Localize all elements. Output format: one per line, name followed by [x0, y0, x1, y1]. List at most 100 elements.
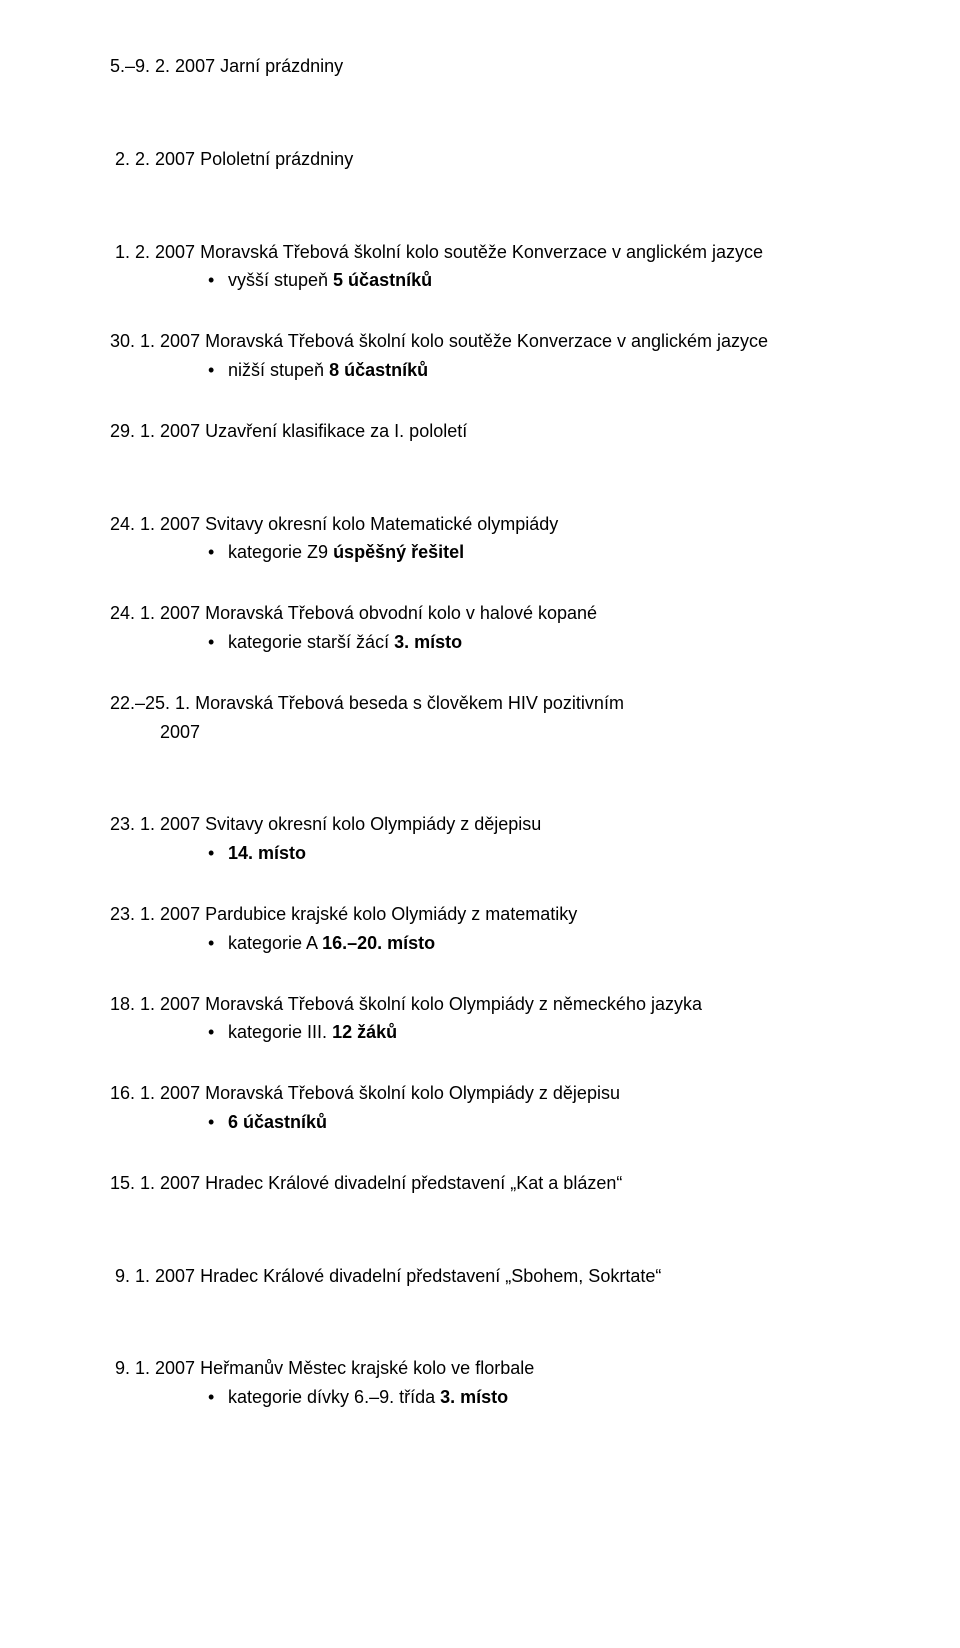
entry-title: Moravská Třebová školní kolo soutěže Kon… [205, 331, 768, 351]
vertical-gap [110, 886, 850, 900]
entry-date: 5.–9. 2. 2007 [110, 56, 215, 76]
entry-date: 22.–25. 1. [110, 693, 190, 713]
entry-title: Svitavy okresní kolo Matematické olympiá… [205, 514, 558, 534]
entry-date: 9. 1. 2007 [110, 1358, 195, 1378]
bullet-item: 14. místo [110, 839, 850, 868]
bullet-bold-text: 8 účastníků [329, 360, 428, 380]
entry: 16. 1. 2007 Moravská Třebová školní kolo… [110, 1079, 850, 1137]
bullet-plain-text: vyšší stupeň [228, 270, 333, 290]
vertical-gap [110, 99, 850, 145]
vertical-gap [110, 976, 850, 990]
entry: 24. 1. 2007 Svitavy okresní kolo Matemat… [110, 510, 850, 568]
vertical-gap [110, 1216, 850, 1262]
entry: 1. 2. 2007 Moravská Třebová školní kolo … [110, 238, 850, 296]
entry-date: 30. 1. 2007 [110, 331, 200, 351]
vertical-gap [110, 1308, 850, 1354]
bullet-plain-text: kategorie starší žácí [228, 632, 394, 652]
entry-date-line2: 2007 [110, 718, 850, 747]
entry: 5.–9. 2. 2007 Jarní prázdniny [110, 52, 850, 81]
bullet-bold-text: 5 účastníků [333, 270, 432, 290]
vertical-gap [110, 1065, 850, 1079]
entry-heading: 16. 1. 2007 Moravská Třebová školní kolo… [110, 1079, 850, 1108]
entry-heading: 5.–9. 2. 2007 Jarní prázdniny [110, 52, 850, 81]
entry-date-cont: 2007 [160, 722, 200, 742]
vertical-gap [110, 313, 850, 327]
bullet-bold-text: úspěšný řešitel [333, 542, 464, 562]
entry-date: 23. 1. 2007 [110, 814, 200, 834]
entry-heading: 23. 1. 2007 Svitavy okresní kolo Olympiá… [110, 810, 850, 839]
vertical-gap [110, 1155, 850, 1169]
bullet-item: kategorie starší žácí 3. místo [110, 628, 850, 657]
vertical-gap [110, 464, 850, 510]
bullet-item: kategorie Z9 úspěšný řešitel [110, 538, 850, 567]
entry-title: Moravská Třebová beseda s člověkem HIV p… [195, 693, 624, 713]
vertical-gap [110, 192, 850, 238]
entry-title: Svitavy okresní kolo Olympiády z dějepis… [205, 814, 541, 834]
entry-heading: 15. 1. 2007 Hradec Králové divadelní pře… [110, 1169, 850, 1198]
entry-date: 1. 2. 2007 [110, 242, 195, 262]
entry: 23. 1. 2007 Pardubice krajské kolo Olymi… [110, 900, 850, 958]
entry-title: Hradec Králové divadelní představení „Sb… [200, 1266, 661, 1286]
entry: 9. 1. 2007 Hradec Králové divadelní před… [110, 1262, 850, 1291]
vertical-gap [110, 585, 850, 599]
entry-title: Pololetní prázdniny [200, 149, 353, 169]
entry-date: 16. 1. 2007 [110, 1083, 200, 1103]
entry-heading: 29. 1. 2007 Uzavření klasifikace za I. p… [110, 417, 850, 446]
entry-title: Jarní prázdniny [220, 56, 343, 76]
entry-title: Heřmanův Městec krajské kolo ve florbale [200, 1358, 534, 1378]
bullet-plain-text: kategorie III. [228, 1022, 332, 1042]
bullet-item: kategorie A 16.–20. místo [110, 929, 850, 958]
entry: 24. 1. 2007 Moravská Třebová obvodní kol… [110, 599, 850, 657]
bullet-item: vyšší stupeň 5 účastníků [110, 266, 850, 295]
bullet-bold-text: 12 žáků [332, 1022, 397, 1042]
entry-title: Moravská Třebová školní kolo Olympiády z… [205, 994, 702, 1014]
bullet-plain-text: kategorie Z9 [228, 542, 333, 562]
bullet-bold-text: 16.–20. místo [322, 933, 435, 953]
entry: 2. 2. 2007 Pololetní prázdniny [110, 145, 850, 174]
entry-heading: 9. 1. 2007 Hradec Králové divadelní před… [110, 1262, 850, 1291]
entry-date: 2. 2. 2007 [110, 149, 195, 169]
document-root: 5.–9. 2. 2007 Jarní prázdniny 2. 2. 2007… [110, 52, 850, 1412]
entry-heading: 9. 1. 2007 Heřmanův Městec krajské kolo … [110, 1354, 850, 1383]
entry-title: Moravská Třebová obvodní kolo v halové k… [205, 603, 597, 623]
entry-heading: 1. 2. 2007 Moravská Třebová školní kolo … [110, 238, 850, 267]
bullet-plain-text: kategorie dívky 6.–9. třída [228, 1387, 440, 1407]
bullet-bold-text: 6 účastníků [228, 1112, 327, 1132]
entry-heading: 24. 1. 2007 Svitavy okresní kolo Matemat… [110, 510, 850, 539]
bullet-bold-text: 3. místo [440, 1387, 508, 1407]
bullet-item: kategorie dívky 6.–9. třída 3. místo [110, 1383, 850, 1412]
entry: 30. 1. 2007 Moravská Třebová školní kolo… [110, 327, 850, 385]
entry-heading: 2. 2. 2007 Pololetní prázdniny [110, 145, 850, 174]
vertical-gap [110, 403, 850, 417]
vertical-gap [110, 764, 850, 810]
entry-title: Uzavření klasifikace za I. pololetí [205, 421, 467, 441]
entry-date: 9. 1. 2007 [110, 1266, 195, 1286]
bullet-bold-text: 14. místo [228, 843, 306, 863]
entry-heading: 18. 1. 2007 Moravská Třebová školní kolo… [110, 990, 850, 1019]
entry-date: 15. 1. 2007 [110, 1173, 200, 1193]
entry: 23. 1. 2007 Svitavy okresní kolo Olympiá… [110, 810, 850, 868]
entry: 15. 1. 2007 Hradec Králové divadelní pře… [110, 1169, 850, 1198]
bullet-plain-text: kategorie A [228, 933, 322, 953]
entry-heading: 24. 1. 2007 Moravská Třebová obvodní kol… [110, 599, 850, 628]
entry-date: 23. 1. 2007 [110, 904, 200, 924]
entry-title: Moravská Třebová školní kolo Olympiády z… [205, 1083, 620, 1103]
entry-title: Moravská Třebová školní kolo soutěže Kon… [200, 242, 763, 262]
bullet-bold-text: 3. místo [394, 632, 462, 652]
entry: 22.–25. 1. Moravská Třebová beseda s člo… [110, 689, 850, 747]
entry-date: 18. 1. 2007 [110, 994, 200, 1014]
bullet-item: 6 účastníků [110, 1108, 850, 1137]
bullet-item: kategorie III. 12 žáků [110, 1018, 850, 1047]
entry-heading: 30. 1. 2007 Moravská Třebová školní kolo… [110, 327, 850, 356]
bullet-item: nižší stupeň 8 účastníků [110, 356, 850, 385]
entry-date: 24. 1. 2007 [110, 514, 200, 534]
entry-date: 29. 1. 2007 [110, 421, 200, 441]
entry-title: Pardubice krajské kolo Olymiády z matema… [205, 904, 577, 924]
entry-title: Hradec Králové divadelní představení „Ka… [205, 1173, 622, 1193]
vertical-gap [110, 675, 850, 689]
entry: 29. 1. 2007 Uzavření klasifikace za I. p… [110, 417, 850, 446]
bullet-plain-text: nižší stupeň [228, 360, 329, 380]
entry: 18. 1. 2007 Moravská Třebová školní kolo… [110, 990, 850, 1048]
entry: 9. 1. 2007 Heřmanův Městec krajské kolo … [110, 1354, 850, 1412]
entry-heading: 22.–25. 1. Moravská Třebová beseda s člo… [110, 689, 850, 718]
